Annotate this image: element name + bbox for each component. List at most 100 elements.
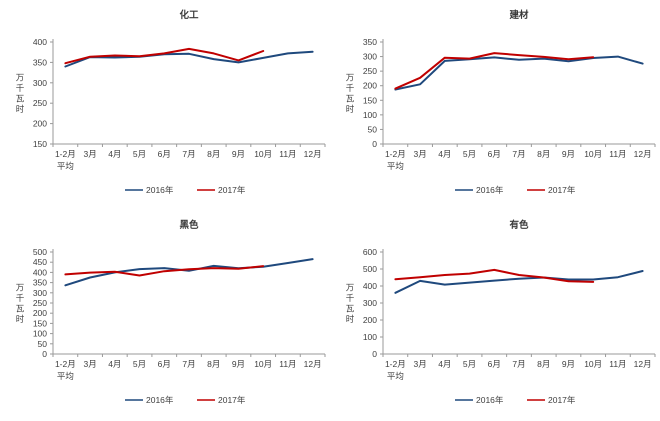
series-line-2016 bbox=[394, 270, 644, 294]
x-tick-label: 7月 bbox=[512, 359, 525, 369]
y-tick-label: 300 bbox=[33, 78, 47, 88]
y-tick-label: 350 bbox=[33, 57, 47, 67]
x-tick-label: 12月 bbox=[304, 359, 322, 369]
y-tick-label: 0 bbox=[372, 139, 377, 149]
series-line-2016 bbox=[64, 258, 314, 287]
x-tick-label-second-line: 平均 bbox=[57, 371, 74, 381]
x-tick-label: 4月 bbox=[438, 149, 451, 159]
y-tick-label: 200 bbox=[33, 308, 47, 318]
x-tick-label: 3月 bbox=[83, 359, 96, 369]
y-axis-unit-label: 时 bbox=[346, 314, 355, 324]
y-axis-unit-label: 瓦 bbox=[346, 303, 355, 313]
chart-title: 化工 bbox=[179, 9, 199, 21]
y-tick-label: 100 bbox=[363, 110, 377, 120]
x-tick-label: 4月 bbox=[438, 359, 451, 369]
y-tick-label: 350 bbox=[363, 37, 377, 47]
x-tick-label: 10月 bbox=[584, 359, 602, 369]
y-tick-label: 250 bbox=[33, 98, 47, 108]
x-tick-label-second-line: 平均 bbox=[387, 371, 404, 381]
y-axis-unit-label: 万 bbox=[16, 72, 25, 82]
y-tick-label: 150 bbox=[33, 318, 47, 328]
y-axis-unit-label: 时 bbox=[346, 104, 355, 114]
y-tick-label: 350 bbox=[33, 278, 47, 288]
x-tick-label: 9月 bbox=[232, 359, 245, 369]
legend-label-2016: 2016年 bbox=[146, 395, 174, 405]
x-tick-label: 5月 bbox=[133, 359, 146, 369]
legend-label-2017: 2017年 bbox=[218, 395, 246, 405]
x-tick-label: 8月 bbox=[207, 149, 220, 159]
y-tick-label: 200 bbox=[363, 81, 377, 91]
legend-label-2017: 2017年 bbox=[218, 185, 246, 195]
y-tick-label: 50 bbox=[368, 124, 378, 134]
y-tick-label: 0 bbox=[42, 349, 47, 359]
x-tick-label: 3月 bbox=[413, 149, 426, 159]
series-line-2017 bbox=[64, 47, 265, 65]
x-tick-label: 7月 bbox=[182, 359, 195, 369]
x-tick-label: 6月 bbox=[158, 149, 171, 159]
y-tick-label: 400 bbox=[33, 37, 47, 47]
y-tick-label: 300 bbox=[363, 298, 377, 308]
legend-label-2017: 2017年 bbox=[548, 395, 576, 405]
x-tick-label: 8月 bbox=[537, 359, 550, 369]
chart-panel-nonferrous: 有色万千瓦时 0 100 200 300 400 500 600 1-2月 平均 3月 4月 5月 6月 7… bbox=[330, 210, 660, 421]
x-tick-label: 1-2月 bbox=[55, 149, 76, 159]
x-tick-label: 5月 bbox=[463, 359, 476, 369]
legend-label-2016: 2016年 bbox=[146, 185, 174, 195]
x-tick-label: 1-2月 bbox=[385, 149, 406, 159]
y-tick-label: 0 bbox=[372, 349, 377, 359]
legend-label-2017: 2017年 bbox=[548, 185, 576, 195]
x-tick-label: 12月 bbox=[304, 149, 322, 159]
y-axis-unit-label: 千 bbox=[16, 293, 25, 303]
x-tick-label-second-line: 平均 bbox=[57, 161, 74, 171]
x-tick-label: 7月 bbox=[512, 149, 525, 159]
y-tick-label: 250 bbox=[33, 298, 47, 308]
y-axis-unit-label: 瓦 bbox=[16, 93, 25, 103]
y-axis-unit-label: 千 bbox=[16, 83, 25, 93]
y-axis-unit-label: 万 bbox=[346, 72, 355, 82]
y-tick-label: 50 bbox=[38, 339, 48, 349]
x-tick-label: 7月 bbox=[182, 149, 195, 159]
x-tick-label: 10月 bbox=[254, 149, 272, 159]
x-tick-label: 9月 bbox=[562, 149, 575, 159]
y-tick-label: 400 bbox=[363, 281, 377, 291]
series-line-2016 bbox=[64, 50, 314, 68]
y-tick-label: 250 bbox=[363, 66, 377, 76]
x-tick-label: 5月 bbox=[463, 149, 476, 159]
x-tick-label: 8月 bbox=[207, 359, 220, 369]
series-line-2016 bbox=[394, 55, 644, 91]
x-tick-label: 3月 bbox=[413, 359, 426, 369]
x-tick-label: 4月 bbox=[108, 149, 121, 159]
series-line-2017 bbox=[64, 265, 265, 277]
x-tick-label: 11月 bbox=[609, 149, 626, 159]
x-tick-label: 6月 bbox=[158, 359, 171, 369]
y-tick-label: 450 bbox=[33, 257, 47, 267]
y-axis-unit-label: 千 bbox=[346, 293, 355, 303]
x-tick-label: 8月 bbox=[537, 149, 550, 159]
chart-panel-chemical: 化工万千瓦时 150 200 250 300 350 400 1-2月 平均 3月 4月 5月 6月 7月… bbox=[0, 0, 330, 210]
x-tick-label: 12月 bbox=[634, 359, 652, 369]
y-axis-unit-label: 万 bbox=[346, 282, 355, 292]
chart-panel-building-materials: 建材万千瓦时 0 50 100 150 200 250 300 350 1-2月 平均 3月 4月 5月 6… bbox=[330, 0, 660, 210]
y-tick-label: 500 bbox=[33, 247, 47, 257]
y-tick-label: 150 bbox=[33, 139, 47, 149]
y-tick-label: 300 bbox=[363, 52, 377, 62]
y-tick-label: 400 bbox=[33, 267, 47, 277]
y-tick-label: 300 bbox=[33, 288, 47, 298]
y-tick-label: 600 bbox=[363, 247, 377, 257]
x-tick-label: 6月 bbox=[488, 359, 501, 369]
x-tick-label-second-line: 平均 bbox=[387, 161, 404, 171]
y-axis-unit-label: 瓦 bbox=[346, 93, 355, 103]
x-tick-label: 9月 bbox=[562, 359, 575, 369]
x-tick-label: 6月 bbox=[488, 149, 501, 159]
chart-title: 建材 bbox=[508, 9, 529, 21]
x-tick-label: 3月 bbox=[83, 149, 96, 159]
x-tick-label: 5月 bbox=[133, 149, 146, 159]
y-axis-unit-label: 时 bbox=[16, 314, 25, 324]
y-tick-label: 100 bbox=[33, 329, 47, 339]
x-tick-label: 9月 bbox=[232, 149, 245, 159]
series-line-2017 bbox=[394, 52, 595, 90]
chart-title: 有色 bbox=[509, 219, 529, 231]
